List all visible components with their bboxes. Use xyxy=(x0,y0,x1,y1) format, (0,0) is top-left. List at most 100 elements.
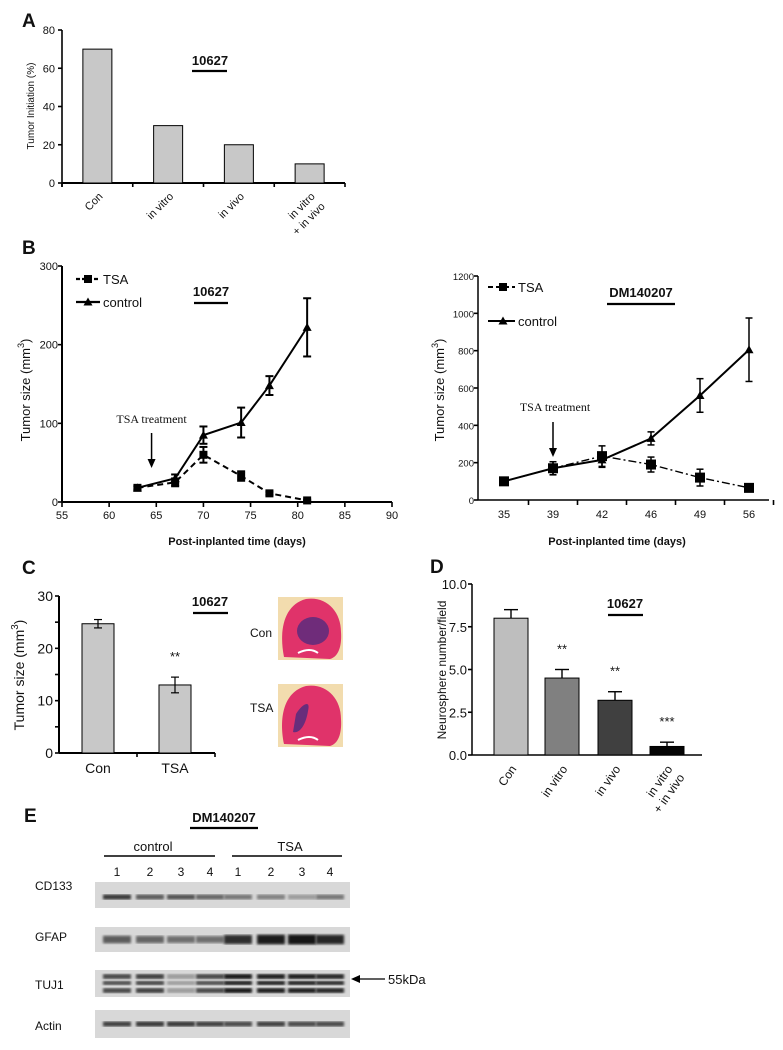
blot-cd133 xyxy=(95,882,350,908)
data-point xyxy=(744,345,754,354)
band xyxy=(288,934,316,945)
bar xyxy=(158,684,192,754)
lane-number: 4 xyxy=(207,865,214,879)
y-tick-label: 0 xyxy=(49,178,55,190)
ylabel-end: ) xyxy=(11,620,27,625)
band xyxy=(136,988,164,993)
band xyxy=(224,981,252,985)
y-axis-label: Tumor size (mm3) xyxy=(10,620,27,731)
band xyxy=(167,974,195,979)
band xyxy=(103,981,131,985)
panel-title: 10627 xyxy=(193,284,229,299)
legend-label: TSA xyxy=(518,280,544,295)
legend-marker xyxy=(84,275,92,283)
annotation-text: TSA treatment xyxy=(520,400,591,414)
band xyxy=(224,988,252,993)
ylabel-main: Tumor size (mm xyxy=(432,348,447,441)
data-point xyxy=(597,455,607,464)
band xyxy=(136,935,164,944)
legend-item: control xyxy=(76,295,142,310)
arrow-left-icon xyxy=(351,975,360,983)
data-point xyxy=(302,322,312,331)
data-point xyxy=(744,482,754,493)
legend-item: TSA xyxy=(76,272,129,287)
legend-item: control xyxy=(488,314,557,329)
data-point xyxy=(170,473,180,482)
x-tick-label: Con xyxy=(83,191,106,214)
x-tick-label: 39 xyxy=(547,509,559,521)
panel-label: A xyxy=(22,11,36,32)
x-tick-label: 42 xyxy=(596,509,608,521)
y-tick-label: 1000 xyxy=(453,309,474,320)
x-tick-label: in vivo xyxy=(592,762,623,798)
legend-item: TSA xyxy=(488,280,544,295)
y-tick-label: 1200 xyxy=(453,272,474,283)
series-line xyxy=(503,349,750,483)
band xyxy=(288,1021,316,1027)
y-tick-label: 0.0 xyxy=(449,748,467,763)
legend-marker xyxy=(499,283,507,291)
band xyxy=(103,988,131,993)
row-label: Actin xyxy=(35,1019,62,1033)
band xyxy=(196,988,224,993)
row-label: GFAP xyxy=(35,930,67,944)
data-point xyxy=(264,381,274,390)
x-tick-label: Con xyxy=(85,760,111,776)
panel-title: DM140207 xyxy=(609,285,673,300)
arrow-down-icon xyxy=(147,459,156,468)
band xyxy=(316,1021,344,1027)
x-tick-label: Con xyxy=(495,763,519,789)
band xyxy=(257,974,285,979)
data-point xyxy=(237,472,246,481)
bar xyxy=(81,623,115,754)
y-tick-label: 100 xyxy=(40,418,58,430)
band xyxy=(196,981,224,985)
tumor-region xyxy=(297,617,329,645)
blot-gfap xyxy=(95,927,350,952)
histology-image-con xyxy=(278,597,343,660)
x-tick-label: in vitro xyxy=(539,762,571,799)
data-point xyxy=(548,463,558,472)
band xyxy=(103,935,131,944)
y-tick-label: 200 xyxy=(40,340,58,352)
data-point xyxy=(646,459,656,470)
x-tick-label: 46 xyxy=(645,509,657,521)
lane-number: 2 xyxy=(147,865,154,879)
x-tick-label: 35 xyxy=(498,509,510,521)
panel-b-left: B 0 100 200 300 55 60 65 70 75 80 85 90 Post-inplante… xyxy=(16,238,398,548)
band xyxy=(316,981,344,985)
x-tick-label: in vivo xyxy=(216,191,247,222)
band xyxy=(288,988,316,993)
x-tick-label: 60 xyxy=(103,510,115,522)
lane-number: 2 xyxy=(268,865,275,879)
series-TSA xyxy=(499,445,754,493)
data-point xyxy=(199,450,208,459)
band xyxy=(257,894,285,900)
band xyxy=(136,981,164,985)
y-tick-label: 800 xyxy=(458,347,474,358)
series-TSA xyxy=(133,445,312,505)
y-tick-label: 60 xyxy=(43,63,55,75)
histology-image-tsa xyxy=(278,684,343,747)
band xyxy=(167,981,195,985)
band xyxy=(103,1021,131,1027)
y-tick-label: 10 xyxy=(37,693,53,709)
y-axis-label: Tumor size (mm3) xyxy=(16,339,33,442)
series-control xyxy=(499,317,754,485)
y-axis-label: Neurosphere number/field xyxy=(435,601,449,740)
band xyxy=(257,988,285,993)
x-tick-label: 56 xyxy=(743,509,755,521)
legend-label: TSA xyxy=(103,272,129,287)
band xyxy=(257,934,285,945)
panel-title: 10627 xyxy=(607,596,643,611)
band xyxy=(316,988,344,993)
x-tick-label: 49 xyxy=(694,509,706,521)
row-label: TUJ1 xyxy=(35,978,64,992)
ylabel-end: ) xyxy=(18,339,33,343)
y-tick-label: 200 xyxy=(458,459,474,470)
data-point xyxy=(236,418,246,427)
legend-label: control xyxy=(518,314,557,329)
annotation-text: TSA treatment xyxy=(116,412,187,426)
